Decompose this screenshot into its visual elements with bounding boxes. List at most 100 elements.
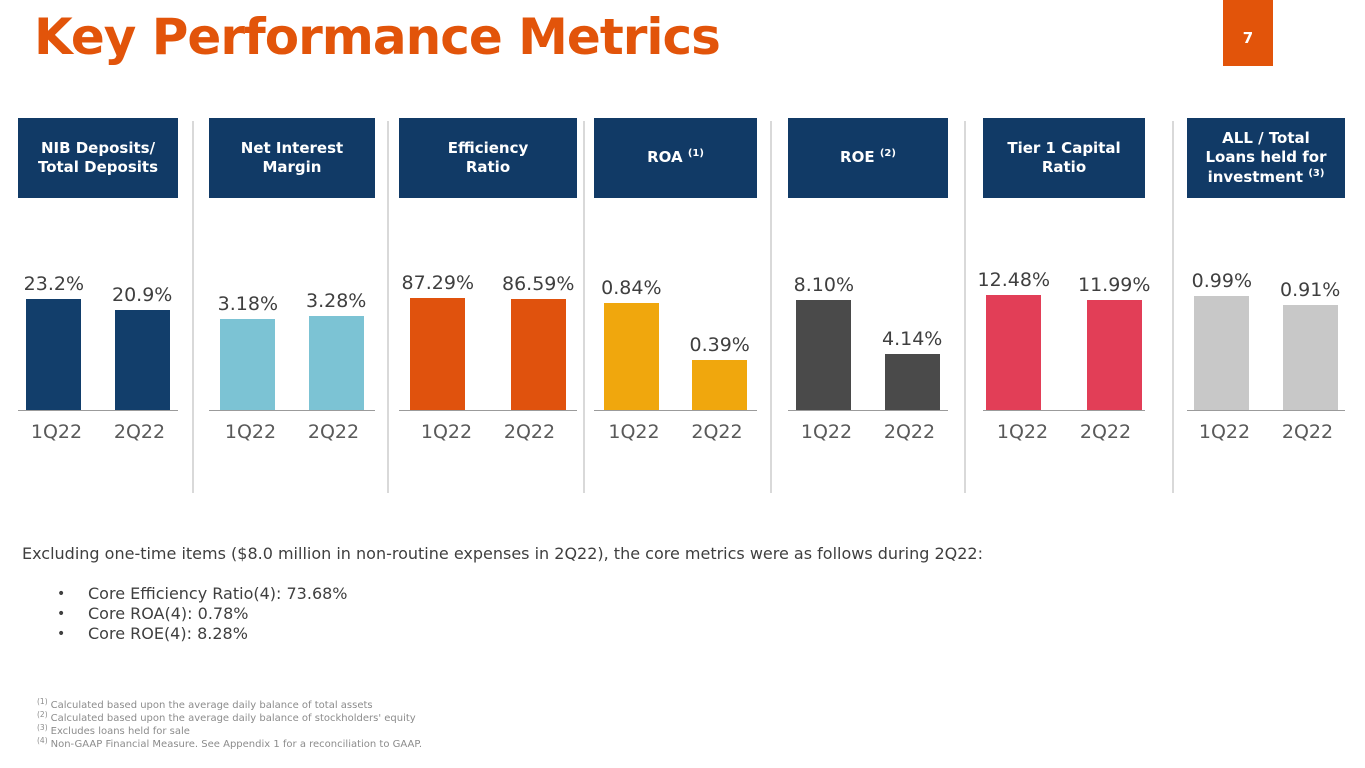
bullet-text: Core ROE(4): 8.28% <box>88 624 248 643</box>
x-axis-line <box>399 410 577 411</box>
tick-label: 2Q22 <box>113 421 166 443</box>
footnote-text: Excludes loans held for sale <box>50 726 190 737</box>
bar-chart: 0.99% 0.91% <box>1187 270 1345 410</box>
bar-group-1q22: 12.48% <box>978 269 1050 410</box>
page-number-box: 7 <box>1223 0 1273 66</box>
metric-panel-nib-deposits: NIB Deposits/Total Deposits 23.2% 20.9% … <box>18 118 178 458</box>
commentary-bullet-list: • Core Efficiency Ratio(4): 73.68% • Cor… <box>57 584 348 644</box>
bar-value-label: 0.84% <box>601 277 662 299</box>
bar-value-label: 3.28% <box>306 290 367 312</box>
footnote-line: (1) Calculated based upon the average dai… <box>37 697 422 712</box>
metric-title: Efficiency Ratio <box>447 138 529 177</box>
footnote-line: (2) Calculated based upon the average dai… <box>37 710 422 725</box>
bar-group-1q22: 0.99% <box>1192 270 1252 410</box>
bar-1q22 <box>220 319 276 410</box>
bar-1q22 <box>796 300 852 410</box>
bar-group-2q22: 11.99% <box>1078 274 1150 410</box>
x-axis-ticks: 1Q22 2Q22 <box>788 421 948 443</box>
x-axis-ticks: 1Q22 2Q22 <box>399 421 577 443</box>
bar-value-label: 86.59% <box>502 273 575 295</box>
bar-chart: 8.10% 4.14% <box>788 274 948 410</box>
x-axis-line <box>788 410 948 411</box>
bar-2q22 <box>114 310 170 410</box>
panel-divider <box>1172 121 1174 493</box>
bar-chart: 87.29% 86.59% <box>399 272 577 410</box>
x-axis-line <box>983 410 1145 411</box>
panel-divider <box>583 121 585 493</box>
metric-header: Tier 1 Capital Ratio <box>983 118 1145 198</box>
bar-group-2q22: 4.14% <box>882 328 942 410</box>
bar-value-label: 3.18% <box>217 293 278 315</box>
metric-header: NIB Deposits/Total Deposits <box>18 118 178 198</box>
x-axis-line <box>18 410 178 411</box>
tick-label: 1Q22 <box>1198 421 1251 443</box>
bar-2q22 <box>308 316 364 410</box>
metric-title: ROA (1) <box>647 148 704 167</box>
metric-panel-roe: ROE (2) 8.10% 4.14% 1Q22 2Q22 <box>788 118 948 458</box>
bar-1q22 <box>26 299 82 410</box>
tick-label: 1Q22 <box>420 421 473 443</box>
bullet-glyph: • <box>57 606 66 622</box>
bar-group-2q22: 0.91% <box>1280 279 1340 410</box>
metric-title: ALL / Total Loans held for investment (3) <box>1205 128 1327 186</box>
commentary-intro: Excluding one-time items ($8.0 million i… <box>22 544 983 563</box>
metric-title: NIB Deposits/Total Deposits <box>37 138 159 177</box>
tick-label: 1Q22 <box>800 421 853 443</box>
bar-2q22 <box>1086 300 1142 410</box>
bar-1q22 <box>1194 296 1250 410</box>
tick-label: 2Q22 <box>691 421 743 443</box>
metric-title: Tier 1 Capital Ratio <box>1007 138 1121 177</box>
bar-group-1q22: 8.10% <box>794 274 854 410</box>
bar-group-2q22: 86.59% <box>502 273 574 410</box>
tick-label: 1Q22 <box>224 421 277 443</box>
panel-divider <box>770 121 772 493</box>
x-axis-ticks: 1Q22 2Q22 <box>18 421 178 443</box>
metric-title: ROE (2) <box>840 148 896 167</box>
bullet-item: • Core ROA(4): 0.78% <box>57 604 348 624</box>
bar-chart: 23.2% 20.9% <box>18 273 178 410</box>
bullet-item: • Core ROE(4): 8.28% <box>57 624 348 644</box>
bar-1q22 <box>986 295 1042 410</box>
tick-label: 1Q22 <box>608 421 660 443</box>
tick-label: 1Q22 <box>30 421 83 443</box>
x-axis-line <box>594 410 757 411</box>
bar-2q22 <box>884 354 940 410</box>
tick-label: 2Q22 <box>503 421 556 443</box>
metric-panel-all-total-loans: ALL / Total Loans held for investment (3) … <box>1187 118 1345 458</box>
bar-chart: 3.18% 3.28% <box>209 290 375 410</box>
bar-2q22 <box>510 299 566 410</box>
bar-group-1q22: 0.84% <box>601 277 662 410</box>
panel-divider <box>964 121 966 493</box>
metric-header: Efficiency Ratio <box>399 118 577 198</box>
metric-header: ALL / Total Loans held for investment (3) <box>1187 118 1345 198</box>
bar-group-2q22: 20.9% <box>112 284 172 410</box>
bar-value-label: 4.14% <box>882 328 943 350</box>
footnote-text: Non-GAAP Financial Measure. See Appendix… <box>50 739 423 750</box>
bar-value-label: 0.99% <box>1191 270 1252 292</box>
bullet-text: Core ROA(4): 0.78% <box>88 604 249 623</box>
bar-value-label: 0.39% <box>689 334 750 356</box>
tick-label: 2Q22 <box>1281 421 1334 443</box>
bullet-text: Core Efficiency Ratio(4): 73.68% <box>88 584 348 603</box>
bar-value-label: 8.10% <box>793 274 854 296</box>
metric-panel-efficiency-ratio: Efficiency Ratio 87.29% 86.59% 1Q22 2Q22 <box>399 118 577 458</box>
bar-value-label: 87.29% <box>401 272 474 294</box>
metric-title: Net Interest Margin <box>240 138 344 177</box>
bar-group-1q22: 87.29% <box>402 272 474 410</box>
tick-label: 2Q22 <box>883 421 936 443</box>
bullet-item: • Core Efficiency Ratio(4): 73.68% <box>57 584 348 604</box>
metric-panel-net-interest-margin: Net Interest Margin 3.18% 3.28% 1Q22 2Q22 <box>209 118 375 458</box>
page-number: 7 <box>1242 29 1254 47</box>
x-axis-ticks: 1Q22 2Q22 <box>983 421 1145 443</box>
panel-divider <box>387 121 389 493</box>
footnote-line: (3) Excludes loans held for sale <box>37 723 422 738</box>
bullet-glyph: • <box>57 626 66 642</box>
tick-label: 2Q22 <box>1079 421 1132 443</box>
bar-1q22 <box>603 303 659 410</box>
bar-group-2q22: 0.39% <box>690 334 750 410</box>
bar-chart: 0.84% 0.39% <box>594 277 757 410</box>
bar-2q22 <box>692 360 748 410</box>
metric-panel-roa: ROA (1) 0.84% 0.39% 1Q22 2Q22 <box>594 118 757 458</box>
x-axis-ticks: 1Q22 2Q22 <box>594 421 757 443</box>
